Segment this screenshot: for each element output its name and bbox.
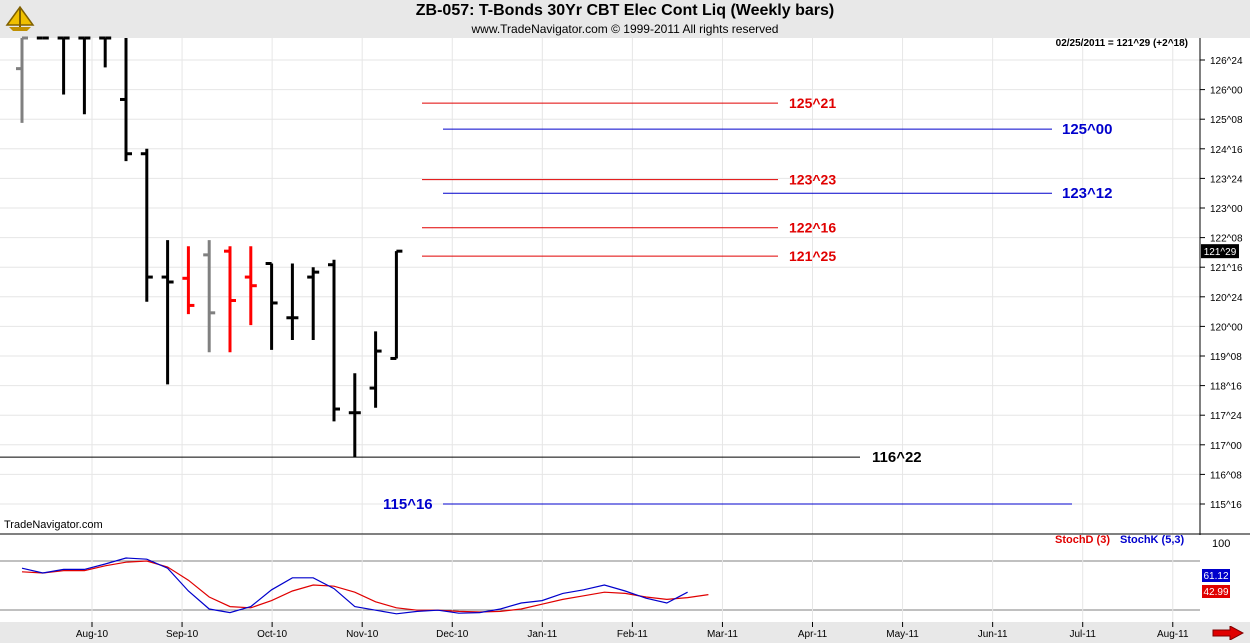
ohlc-bar — [140, 148, 153, 302]
ohlc-bar — [203, 240, 216, 353]
date-tick-label: Jun-11 — [978, 629, 1008, 640]
ohlc-bar — [244, 246, 257, 326]
ohlc-bar — [224, 246, 236, 353]
level-lines: 125^21 125^00 123^23 123^12 122^16 121^25 116^… — [0, 95, 1112, 513]
stoch-d-line — [21, 560, 709, 613]
date-tick-label: Dec-10 — [436, 629, 469, 640]
date-axis: Aug-10 Sep-10 Oct-10 Nov-10 Dec-10 Jan-11 Feb-… — [76, 622, 1189, 640]
ohlc-bar — [57, 36, 70, 95]
ohlc-bar — [161, 240, 174, 385]
date-tick-label: Aug-10 — [76, 629, 109, 640]
ohlc-bar — [390, 249, 403, 360]
price-tick-label: 124^16 — [1210, 145, 1243, 156]
stoch-k-line — [21, 557, 688, 615]
date-tick-label: Jul-11 — [1069, 629, 1096, 640]
level-label: 115^16 — [383, 496, 433, 513]
ohlc-bar — [369, 331, 382, 408]
date-tick-label: Apr-11 — [798, 629, 828, 640]
indicator-pane — [0, 535, 1250, 622]
grid-lines — [0, 38, 1200, 534]
ohlc-bar — [99, 36, 112, 68]
chart-title: ZB-057: T-Bonds 30Yr CBT Elec Cont Liq (… — [415, 2, 835, 19]
price-tick-label: 126^00 — [1210, 86, 1243, 97]
ohlc-bar — [182, 246, 195, 315]
stoch-k-value-box — [1202, 569, 1230, 582]
level-label: 125^00 — [1062, 121, 1112, 138]
price-tick-label: 125^08 — [1210, 115, 1243, 126]
ohlc-bar — [307, 267, 320, 340]
stoch-d-value: 42.99 — [1203, 587, 1228, 598]
last-price-box — [1201, 244, 1239, 259]
date-tick-label: Jan-11 — [527, 629, 557, 640]
level-label: 123^12 — [1062, 185, 1112, 202]
chart-subtitle: www.TradeNavigator.com © 1999-2011 All r… — [471, 22, 779, 36]
level-label: 116^22 — [872, 449, 922, 466]
scroll-right-arrow-icon[interactable] — [1212, 626, 1244, 640]
ohlc-bar — [348, 373, 361, 458]
stoch-k-value: 61.12 — [1203, 571, 1228, 582]
price-tick-label: 119^08 — [1210, 352, 1242, 363]
date-tick-label: Feb-11 — [617, 629, 648, 640]
stoch-k-legend: StochK (5,3) — [1120, 534, 1185, 546]
ohlc-bar — [328, 259, 340, 422]
price-tick-label: 126^24 — [1210, 56, 1243, 67]
date-tick-label: Sep-10 — [166, 629, 199, 640]
last-quote-label: 02/25/2011 = 121^29 (+2^18) — [1056, 38, 1188, 49]
level-label: 122^16 — [789, 220, 836, 236]
price-axis-panel — [1200, 38, 1250, 534]
stoch-tick-label: 100 — [1212, 538, 1230, 550]
price-tick-label: 120^00 — [1210, 322, 1243, 333]
price-tick-label: 117^24 — [1210, 411, 1242, 422]
chart-header — [0, 0, 1250, 38]
price-axis: 126^24 126^00 125^08 124^16 123^24 123^00 122^… — [1200, 56, 1243, 511]
price-tick-label: 116^08 — [1210, 470, 1242, 481]
date-tick-label: Aug-11 — [1157, 629, 1189, 640]
ohlc-bar — [120, 38, 132, 162]
date-tick-label: Oct-10 — [257, 629, 287, 640]
date-tick-label: Mar-11 — [707, 629, 738, 640]
ohlc-bar — [16, 36, 28, 123]
last-price-label: 121^29 — [1204, 247, 1237, 258]
price-bars — [16, 36, 403, 458]
watermark-label: TradeNavigator.com — [4, 519, 103, 531]
level-label: 125^21 — [789, 95, 836, 111]
price-tick-label: 115^16 — [1210, 500, 1242, 511]
ohlc-bar — [286, 263, 299, 340]
price-tick-label: 121^16 — [1210, 263, 1243, 274]
price-tick-label: 122^08 — [1210, 234, 1243, 245]
date-axis-panel — [0, 622, 1250, 643]
stoch-d-legend: StochD (3) — [1055, 534, 1110, 546]
ohlc-bar — [265, 262, 278, 350]
date-tick-label: May-11 — [886, 629, 919, 640]
price-tick-label: 120^24 — [1210, 293, 1243, 304]
stoch-d-value-box — [1202, 585, 1230, 598]
price-tick-label: 117^00 — [1210, 441, 1242, 452]
trade-navigator-logo-icon[interactable] — [3, 3, 37, 33]
price-tick-label: 123^00 — [1210, 204, 1243, 215]
ohlc-bar — [78, 36, 91, 115]
level-label: 123^23 — [789, 172, 836, 188]
date-tick-label: Nov-10 — [346, 629, 379, 640]
level-label: 121^25 — [789, 248, 836, 264]
price-tick-label: 123^24 — [1210, 174, 1243, 185]
price-tick-label: 118^16 — [1210, 382, 1242, 393]
